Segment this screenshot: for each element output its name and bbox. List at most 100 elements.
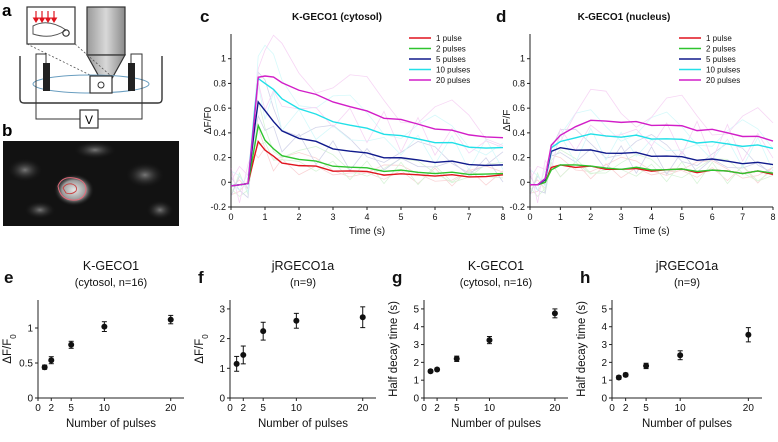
x-tick-label: 0 [421, 403, 427, 414]
inset-soma [62, 29, 70, 37]
y-tick-label: -0.2 [210, 202, 226, 212]
panel-label-e: e [4, 268, 13, 287]
data-point [677, 352, 684, 359]
legend-label-5-pulses: 5 pulses [436, 55, 466, 64]
data-point [745, 331, 752, 338]
y-tick-label: 0 [520, 177, 525, 187]
x-tick-label: 8 [770, 212, 775, 222]
y-axis-label: Half decay time (s) [388, 301, 400, 397]
stimulator-label: V [85, 113, 93, 127]
y-tick-label: 1 [27, 324, 33, 335]
individual-traces [529, 88, 774, 204]
individual-trace-5-pulses [230, 114, 504, 197]
y-tick-label: 3 [413, 340, 419, 351]
x-axis-label: Number of pulses [642, 418, 732, 430]
panel-label-b: b [2, 121, 12, 140]
electrode-left [43, 63, 50, 91]
x-tick-label: 10 [291, 403, 303, 414]
y-tick-label: 4 [601, 322, 607, 333]
panel-label-h: h [580, 268, 590, 287]
y-tick-label: 5 [413, 304, 419, 315]
chart-subtitle: (cytosol, n=16) [460, 277, 532, 289]
panel-label-a: a [2, 1, 12, 20]
x-tick-label: 4 [649, 212, 654, 222]
legend-label-10-pulses: 10 pulses [436, 66, 470, 75]
x-tick-label: 5 [398, 212, 403, 222]
y-axis-label: ΔF/F0 [203, 106, 214, 134]
data-point [359, 314, 366, 321]
x-tick-label: 2 [434, 403, 440, 414]
x-tick-label: 1 [262, 212, 267, 222]
individual-trace-1-pulse [230, 147, 504, 191]
x-axis-label: Number of pulses [66, 418, 156, 430]
legend-label-5-pulses: 5 pulses [706, 55, 736, 64]
y-tick-label: 1 [221, 54, 226, 64]
legend-label-2-pulses: 2 pulses [436, 45, 466, 54]
series-line-1-pulse [230, 139, 504, 187]
data-point [293, 317, 300, 324]
x-tick-label: 3 [619, 212, 624, 222]
x-tick-label: 20 [549, 403, 561, 414]
y-tick-label: 1 [520, 54, 525, 64]
chart-title: jRGECO1a [655, 259, 719, 273]
imaged-cell [54, 174, 94, 206]
legend-label-2-pulses: 2 pulses [706, 45, 736, 54]
chart-subtitle: (cytosol, n=16) [75, 277, 147, 289]
y-tick-label: 4 [413, 322, 419, 333]
x-tick-label: 8 [500, 212, 505, 222]
target-cell [97, 81, 105, 89]
x-tick-label: 20 [357, 403, 369, 414]
data-point [233, 360, 240, 367]
legend-label-10-pulses: 10 pulses [706, 66, 740, 75]
panel-a-schematic: a V [2, 1, 163, 129]
y-tick-label: 2 [601, 358, 607, 369]
y-tick-label: 1 [601, 376, 607, 387]
panel-label-d: d [496, 7, 506, 26]
legend-label-20-pulses: 20 pulses [436, 76, 470, 85]
individual-trace-2-pulses [230, 141, 504, 197]
x-tick-label: 7 [466, 212, 471, 222]
x-tick-label: 5 [643, 403, 649, 414]
objective-body [86, 6, 126, 56]
y-tick-label: 0.4 [512, 128, 525, 138]
y-tick-label: 0 [413, 394, 419, 405]
data-point [643, 362, 650, 369]
y-tick-label: 5 [601, 304, 607, 315]
y-tick-label: 3 [601, 340, 607, 351]
culture-dish [19, 56, 163, 104]
x-tick-label: 0 [227, 403, 233, 414]
x-tick-label: 10 [484, 403, 496, 414]
data-point [622, 371, 629, 378]
nucleus-roi [62, 183, 77, 195]
series-line-5-pulses [530, 146, 774, 186]
chart-subtitle: (n=9) [290, 277, 316, 289]
y-tick-label: 2 [219, 334, 225, 345]
y-axis-label: Half decay time (s) [576, 301, 588, 397]
data-point [260, 328, 267, 335]
chart-c: c K-GECO1 (cytosol)0 1 2 3 4 5 6 7 8-0.200.20.40.… [200, 7, 506, 237]
x-tick-label: 10 [675, 403, 687, 414]
charts: c K-GECO1 (cytosol)0 1 2 3 4 5 6 7 8-0.200.20.40.… [2, 7, 776, 430]
series-line-5-pulses [230, 100, 504, 187]
legend-label-1-pulse: 1 pulse [706, 34, 732, 43]
individual-trace-10-pulses [529, 109, 774, 188]
x-tick-label: 2 [296, 212, 301, 222]
data-point [434, 366, 441, 373]
individual-trace-2-pulses [529, 161, 774, 196]
panel-label-f: f [198, 268, 204, 287]
x-tick-label: 2 [240, 403, 246, 414]
chart-subtitle: (n=9) [674, 277, 700, 289]
x-tick-label: 0 [609, 403, 615, 414]
y-tick-label: 1 [219, 364, 225, 375]
x-tick-label: 0 [228, 212, 233, 222]
chart-d: d K-GECO1 (nucleus)0 1 2 3 4 5 6 7 8-0.200.20.40.… [496, 7, 776, 237]
x-tick-label: 0 [35, 403, 41, 414]
series-line-20-pulses [230, 75, 504, 187]
y-tick-label: 0.8 [213, 78, 226, 88]
stimulator-box [79, 109, 99, 129]
y-tick-label: 0.6 [512, 103, 525, 113]
series-line-20-pulses [530, 119, 774, 186]
panel-b-micrograph: b [2, 121, 179, 226]
